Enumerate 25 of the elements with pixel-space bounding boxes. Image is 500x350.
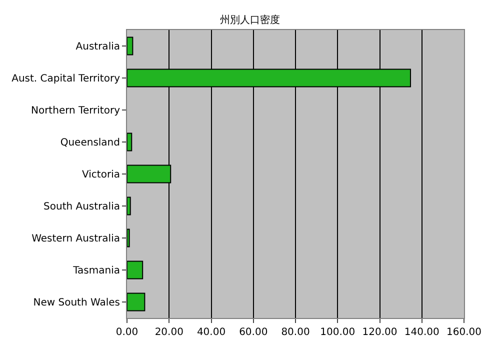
chart-title: 州別人口密度 bbox=[220, 14, 280, 26]
bar bbox=[127, 260, 144, 280]
x-tick-label: 40.00 bbox=[196, 327, 226, 338]
bar bbox=[127, 132, 132, 152]
y-tick-label: Tasmania bbox=[72, 266, 120, 276]
y-tick-label: Northern Territory bbox=[30, 106, 120, 116]
y-tick-label: South Australia bbox=[44, 202, 120, 212]
x-tick-label: 140.00 bbox=[404, 327, 440, 338]
y-tick-label: Queensland bbox=[60, 138, 120, 148]
y-tick-label: Western Australia bbox=[32, 234, 120, 244]
bar bbox=[127, 196, 131, 216]
x-tick-label: 160.00 bbox=[446, 327, 482, 338]
y-tick-label: Aust. Capital Territory bbox=[12, 74, 120, 84]
y-tick-label: New South Wales bbox=[33, 298, 120, 308]
bar bbox=[127, 292, 146, 312]
bar bbox=[127, 36, 134, 56]
x-tick-label: 100.00 bbox=[320, 327, 356, 338]
x-tick-label: 20.00 bbox=[154, 327, 184, 338]
x-tick-label: 60.00 bbox=[239, 327, 268, 338]
x-tick-label: 120.00 bbox=[362, 327, 398, 338]
y-tick-label: Australia bbox=[76, 42, 120, 52]
y-tick-label: Victoria bbox=[82, 170, 120, 180]
x-tick-label: 80.00 bbox=[281, 327, 310, 338]
bar bbox=[127, 228, 130, 248]
x-tick-label: 0.00 bbox=[116, 327, 138, 338]
